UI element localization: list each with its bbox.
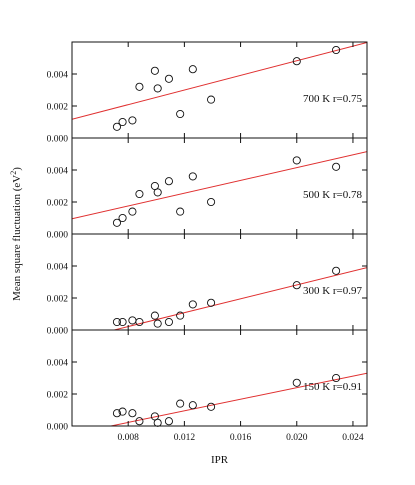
fit-line xyxy=(112,267,367,330)
x-tick-label: 0.016 xyxy=(230,433,252,443)
panel-frame xyxy=(71,233,368,331)
data-point xyxy=(176,109,185,119)
x-tick-label: 0.012 xyxy=(174,433,196,443)
data-point xyxy=(128,207,137,216)
x-axis-title: IPR xyxy=(211,454,229,466)
data-point xyxy=(128,116,137,125)
fit-line xyxy=(72,42,367,120)
y-tick-label: 0.002 xyxy=(47,391,69,401)
data-point xyxy=(332,373,341,383)
panel-label: 700 K r=0.75 xyxy=(303,93,363,105)
data-point xyxy=(128,409,137,418)
data-point xyxy=(118,117,127,127)
data-point xyxy=(207,402,216,411)
y-tick-label: 0.004 xyxy=(47,359,69,369)
data-point xyxy=(207,95,216,104)
data-point xyxy=(118,317,127,327)
data-point xyxy=(112,218,122,227)
data-point xyxy=(188,65,197,74)
data-point xyxy=(207,197,216,207)
data-point xyxy=(292,57,301,66)
y-tick-label: 0.000 xyxy=(47,423,69,433)
data-point xyxy=(164,417,173,426)
panel-label: 300 K r=0.97 xyxy=(303,285,363,297)
y-tick-label: 0.004 xyxy=(47,263,69,273)
data-point xyxy=(207,298,216,307)
x-tick-label: 0.008 xyxy=(118,433,140,443)
data-point xyxy=(128,316,137,325)
data-point xyxy=(135,417,144,426)
fit-line xyxy=(72,151,367,220)
data-point xyxy=(332,45,341,55)
x-tick-label: 0.024 xyxy=(342,433,364,443)
data-point xyxy=(292,156,301,165)
y-tick-label: 0.000 xyxy=(47,327,69,337)
y-tick-label: 0.000 xyxy=(47,231,69,241)
data-point xyxy=(292,378,301,387)
data-point xyxy=(135,189,144,199)
data-point xyxy=(164,74,173,83)
y-tick-label: 0.002 xyxy=(47,103,69,113)
data-point xyxy=(332,162,341,171)
panel-label: 500 K r=0.78 xyxy=(303,189,363,201)
data-point xyxy=(164,317,173,327)
data-point xyxy=(135,317,144,327)
data-point xyxy=(176,399,185,408)
data-point xyxy=(176,207,185,216)
y-tick-label: 0.002 xyxy=(47,295,69,305)
data-point xyxy=(292,281,301,290)
data-point xyxy=(188,300,197,309)
data-point xyxy=(153,418,162,427)
panel-label: 150 K r=0.91 xyxy=(303,381,362,393)
y-tick-label: 0.004 xyxy=(47,71,69,81)
data-point xyxy=(118,407,127,416)
data-point xyxy=(153,188,162,197)
data-point xyxy=(332,266,341,275)
data-point xyxy=(118,213,127,223)
data-point xyxy=(112,409,122,418)
y-tick-label: 0.002 xyxy=(47,199,69,209)
data-point xyxy=(112,317,122,327)
y-tick-label: 0.004 xyxy=(47,167,69,177)
data-point xyxy=(164,177,173,186)
data-point xyxy=(150,66,159,75)
fit-line xyxy=(108,372,367,426)
data-point xyxy=(176,311,185,320)
data-point xyxy=(153,84,162,93)
data-point xyxy=(112,122,122,131)
data-point xyxy=(188,401,197,410)
data-point xyxy=(153,319,162,328)
data-point xyxy=(135,82,144,91)
data-point xyxy=(188,172,197,181)
panel-frame xyxy=(71,329,368,427)
data-point xyxy=(150,311,159,320)
x-tick-label: 0.020 xyxy=(286,433,308,443)
y-axis-title: Mean square fluctuation (eV2) xyxy=(9,167,23,301)
y-tick-label: 0.000 xyxy=(47,135,69,145)
